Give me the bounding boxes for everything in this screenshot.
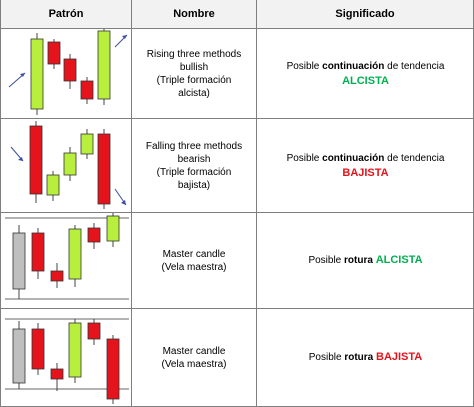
sig-suffix: de tendencia — [384, 152, 445, 164]
name-line: Rising three methods — [146, 48, 242, 60]
name-line: bearish — [177, 153, 211, 165]
bear-candle — [31, 328, 45, 370]
bull-candle — [97, 30, 111, 100]
sig-keyword: continuación — [322, 152, 385, 164]
bear-candle — [50, 368, 64, 380]
sig-prefix: Posible — [286, 60, 323, 72]
arrow-head — [121, 200, 126, 205]
bear-candle — [47, 41, 61, 65]
sig-cell-row1: Posible continuación de tendencia ALCIST… — [257, 29, 474, 118]
header-patron: Patrón — [1, 0, 131, 28]
bear-candle — [87, 227, 101, 243]
sig-sentence: Posible continuación de tendencia — [287, 60, 445, 74]
sig-result-alcista: ALCISTA — [375, 254, 423, 266]
name-cell-master-candle-1: Master candle (Vela maestra) — [132, 213, 256, 308]
column-divider — [131, 0, 132, 407]
bull-candle — [80, 133, 94, 155]
sig-keyword: continuación — [322, 60, 385, 72]
bull-candle — [46, 174, 60, 196]
bear-candle — [31, 232, 45, 272]
breakout-candle — [106, 338, 120, 400]
bear-candle — [63, 58, 77, 82]
falling-three-methods-chart — [10, 121, 127, 209]
bear-candle — [80, 80, 94, 100]
sig-prefix: Posible — [308, 255, 345, 266]
arrow-head — [18, 157, 23, 161]
sig-result-bajista: BAJISTA — [342, 166, 389, 179]
sig-result-bajista: BAJISTA — [376, 351, 423, 363]
sig-suffix: de tendencia — [384, 60, 445, 72]
rising-three-methods-chart — [8, 29, 128, 115]
bear-candle — [50, 270, 64, 282]
row-divider — [0, 28, 474, 29]
sig-sentence: Posible continuación de tendencia — [287, 152, 445, 166]
name-cell-falling-three: Falling three methods bearish (Triple fo… — [132, 119, 256, 212]
sig-cell-row2: Posible continuación de tendencia BAJIST… — [257, 119, 474, 212]
bear-candle — [29, 125, 43, 195]
table-border-left — [0, 0, 1, 407]
column-divider — [256, 0, 257, 407]
sig-cell-row4: Posible rotura BAJISTA — [257, 309, 474, 406]
bull-candle — [30, 38, 44, 110]
name-line: (Triple formación — [156, 166, 232, 178]
sig-prefix: Posible — [308, 352, 345, 363]
name-line: (Vela maestra) — [161, 358, 227, 370]
name-line: bullish — [179, 61, 209, 73]
name-line: Master candle — [162, 345, 226, 357]
master-candle — [12, 232, 26, 290]
header-significado: Significado — [257, 0, 473, 28]
name-line: bajista) — [177, 179, 211, 191]
sig-sentence: Posible rotura ALCISTA — [308, 253, 422, 268]
row-divider — [0, 308, 474, 309]
sig-result-alcista: ALCISTA — [342, 74, 389, 87]
master-candle — [12, 328, 26, 384]
name-cell-master-candle-2: Master candle (Vela maestra) — [132, 309, 256, 406]
master-candle-bearish-chart — [5, 318, 129, 404]
name-line: alcista) — [178, 87, 210, 99]
name-line: Master candle — [162, 248, 226, 260]
bear-candle — [87, 322, 101, 340]
name-line: (Vela maestra) — [161, 261, 227, 273]
sig-keyword: rotura — [344, 352, 374, 363]
row-divider — [0, 118, 474, 119]
name-line: (Triple formación — [156, 74, 232, 86]
bull-candle — [63, 152, 77, 176]
header-nombre: Nombre — [132, 0, 256, 28]
arrow-head — [20, 73, 25, 77]
sig-cell-row3: Posible rotura ALCISTA — [257, 213, 474, 308]
name-cell-rising-three: Rising three methods bullish (Triple for… — [132, 29, 256, 118]
bull-candle — [68, 322, 82, 378]
breakout-candle — [106, 215, 120, 242]
sig-sentence: Posible rotura BAJISTA — [309, 350, 423, 365]
sig-keyword: rotura — [344, 255, 373, 266]
bear-candle — [97, 133, 111, 205]
master-candle-bullish-chart — [5, 213, 129, 300]
sig-prefix: Posible — [286, 152, 323, 164]
name-line: Falling three methods — [145, 140, 243, 152]
row-divider — [0, 212, 474, 213]
bull-candle — [68, 228, 82, 280]
arrow-head — [122, 35, 127, 39]
